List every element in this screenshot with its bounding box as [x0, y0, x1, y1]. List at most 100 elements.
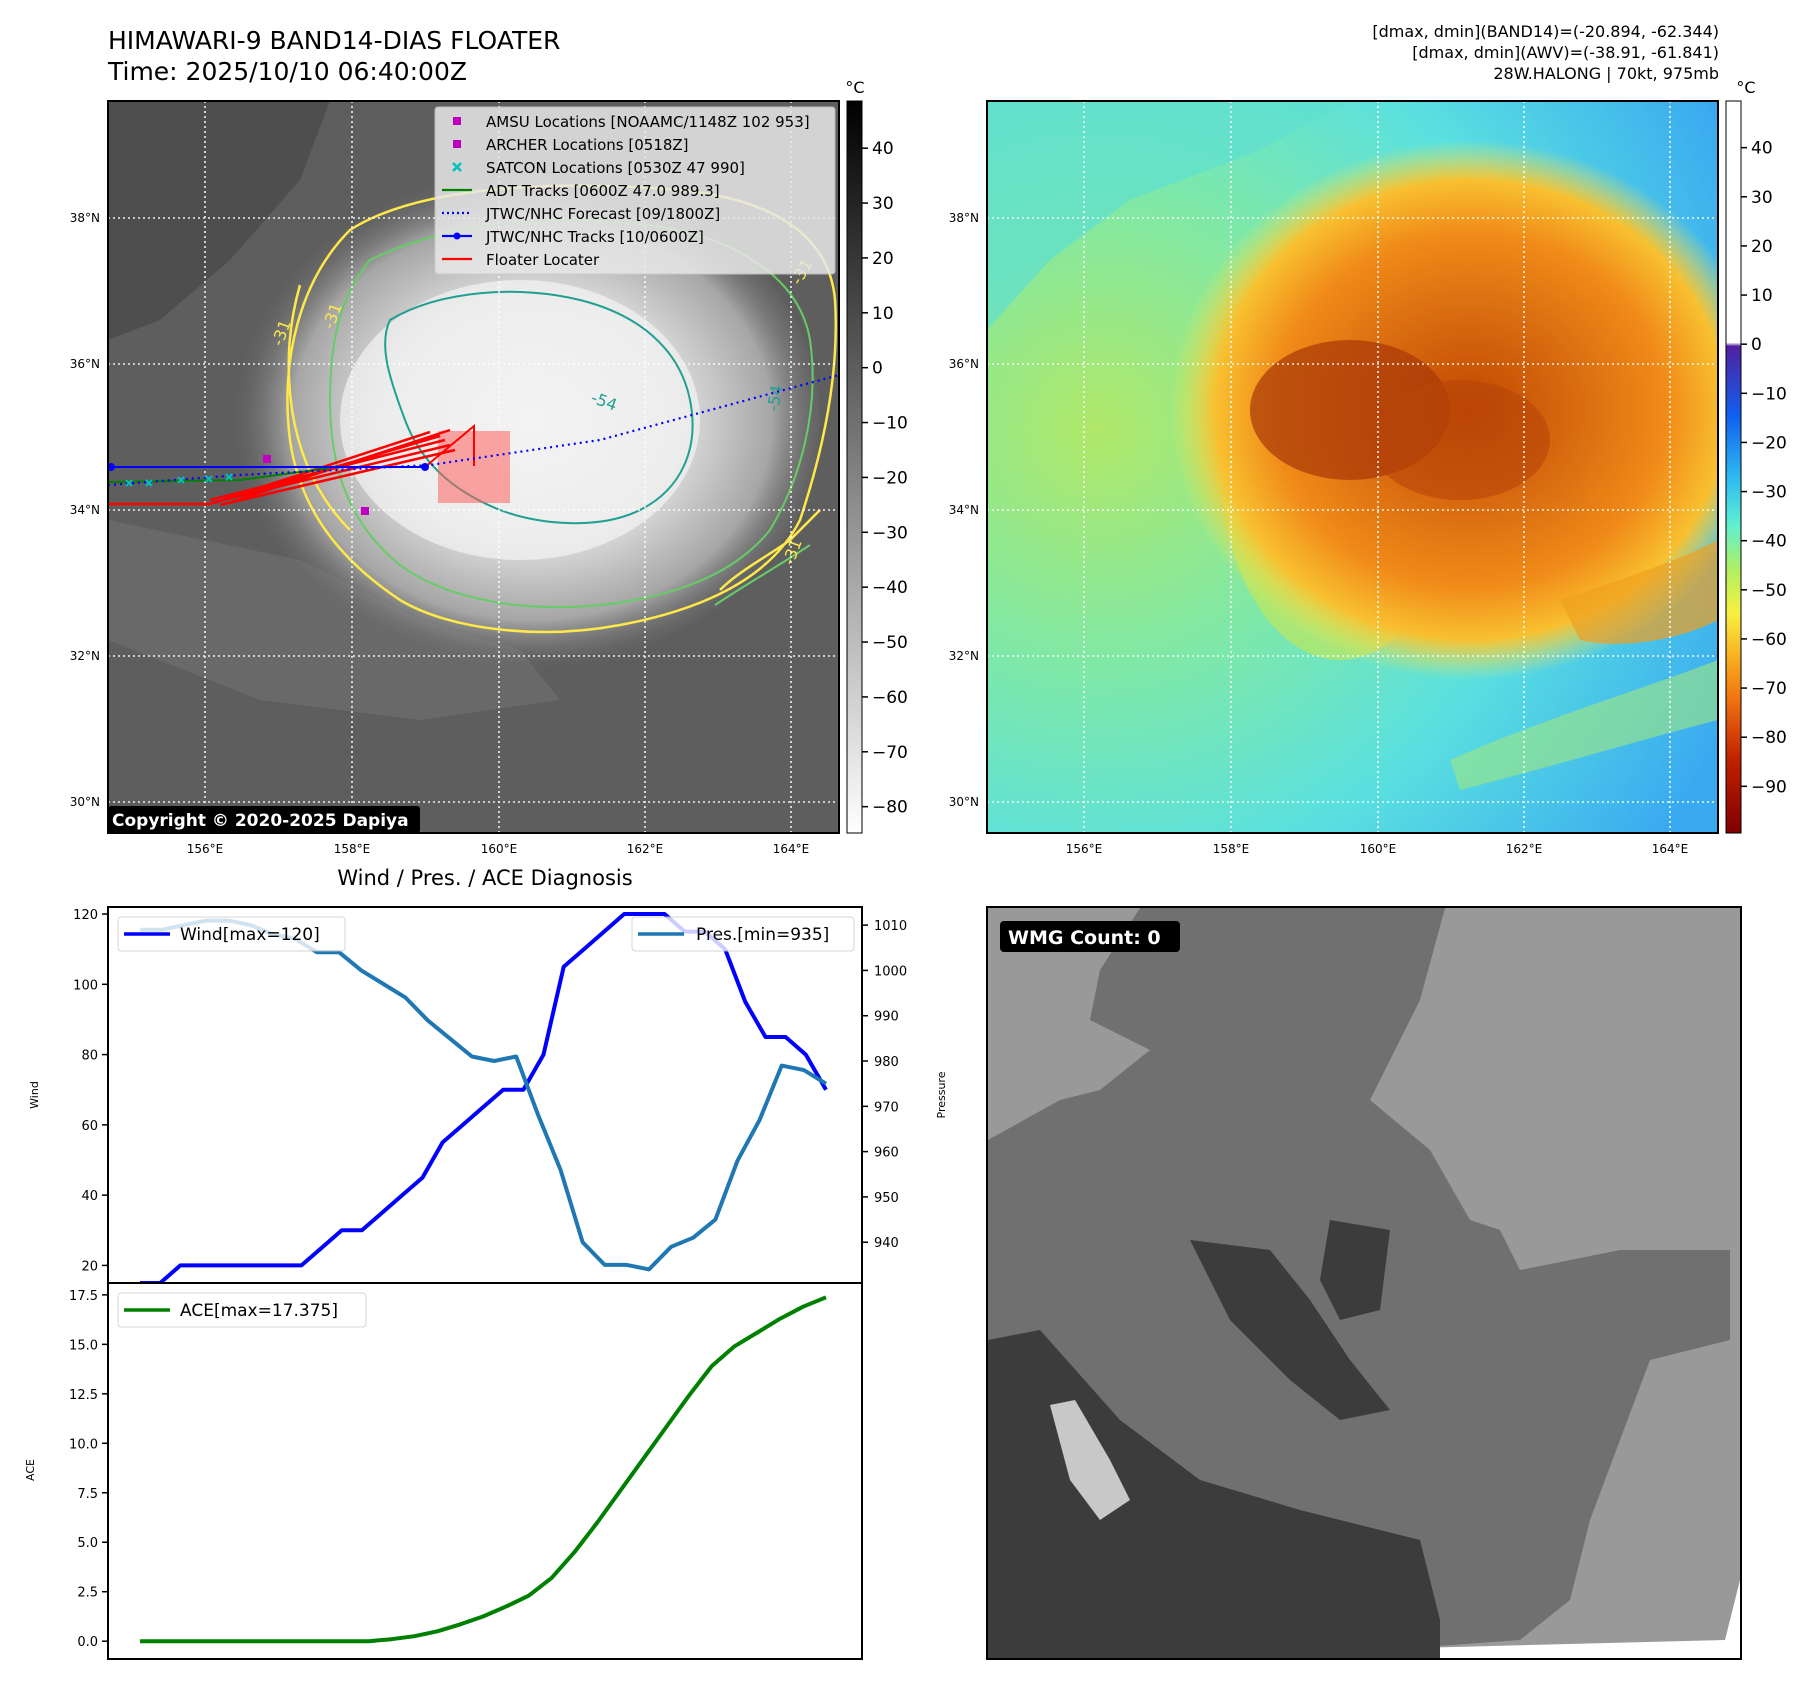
- colorbar-unit: °C: [1736, 78, 1755, 97]
- ace-tick-label: 2.5: [77, 1586, 98, 1601]
- wind-legend-label: Wind[max=120]: [180, 925, 320, 945]
- ace-tick-label: 17.5: [69, 1289, 98, 1304]
- wind-tick-label: 60: [81, 1119, 98, 1134]
- lat-label: 30°N: [70, 795, 100, 809]
- archer-location-marker: [263, 455, 271, 463]
- ace-axis-label: ACE: [24, 1459, 37, 1481]
- colorbar-tick-label: 30: [872, 194, 894, 214]
- legend-label: SATCON Locations [0530Z 47 990]: [486, 159, 745, 177]
- awv-imagery: [987, 101, 1718, 790]
- ace-tick-label: 15.0: [69, 1338, 98, 1353]
- colorbar-tick-label: −40: [872, 578, 908, 598]
- info-line-3: 28W.HALONG | 70kt, 975mb: [1493, 64, 1719, 83]
- awv-map-frame: [986, 100, 1719, 834]
- wmg-count-label: WMG Count: 0: [1008, 927, 1161, 949]
- colorbar-tick-label: −10: [872, 414, 908, 434]
- pressure-tick-label: 980: [874, 1055, 899, 1070]
- legend-label: JTWC/NHC Tracks [10/0600Z]: [485, 228, 704, 246]
- pressure-tick-label: 970: [874, 1100, 899, 1115]
- ir-imagery: [108, 101, 820, 720]
- colorbar-tick-label: −80: [872, 798, 908, 818]
- awv-lon-labels: 156°E 158°E 160°E 162°E 164°E: [1066, 842, 1689, 856]
- legend-label: ADT Tracks [0600Z 47.0 989.3]: [486, 182, 720, 200]
- lon-label: 156°E: [187, 842, 224, 856]
- colorbar-tick-label: −60: [1751, 630, 1787, 650]
- amsu-location-marker: [361, 507, 369, 515]
- colorbar-tick-label: −30: [1751, 483, 1787, 503]
- wmg-panel: WMG Count: 0: [986, 906, 1742, 1660]
- colorbar-tick-label: −60: [872, 688, 908, 708]
- pressure-tick-label: 1010: [874, 919, 907, 934]
- colorbar-tick-label: 0: [1751, 335, 1762, 355]
- wind-tick-label: 80: [81, 1049, 98, 1064]
- wmg-count-box: [1000, 921, 1180, 952]
- wind-tick-label: 40: [81, 1189, 98, 1204]
- lon-label: 162°E: [1506, 842, 1543, 856]
- wind-legend-box: [117, 916, 346, 952]
- lat-label: 38°N: [70, 211, 100, 225]
- wind-axis-ticks: 20 40 60 80 100 120: [73, 908, 108, 1274]
- colorbar-tick-label: 20: [872, 249, 894, 269]
- colorbar-tick-label: −50: [1751, 581, 1787, 601]
- diagnosis-title: Wind / Pres. / ACE Diagnosis: [337, 866, 632, 890]
- ace-tick-label: 0.0: [77, 1635, 98, 1650]
- pressure-tick-label: 950: [874, 1191, 899, 1206]
- pressure-axis-label: Pressure: [935, 1071, 948, 1118]
- ace-tick-label: 5.0: [77, 1536, 98, 1551]
- ir-lon-labels: 156°E 158°E 160°E 162°E 164°E: [187, 842, 810, 856]
- colorbar-tick-label: 0: [872, 359, 883, 379]
- lon-label: 162°E: [627, 842, 664, 856]
- awv-map-panel: 38°N 36°N 34°N 32°N 30°N 156°E 158°E 160…: [949, 78, 1787, 856]
- colorbar-tick-label: −80: [1751, 728, 1787, 748]
- wind-pressure-frame: [107, 906, 863, 1284]
- ace-series-group: [140, 1295, 827, 1644]
- colorbar-unit: °C: [845, 78, 864, 97]
- colorbar-tick-label: 40: [1751, 139, 1773, 159]
- ir-colorbar: [846, 100, 863, 834]
- lat-label: 32°N: [949, 649, 979, 663]
- jtwc-forecast-line: [108, 373, 839, 487]
- colorbar-tick-label: −20: [872, 468, 908, 488]
- ace-legend-label: ACE[max=17.375]: [180, 1301, 338, 1321]
- ace-tick-label: 12.5: [69, 1388, 98, 1403]
- lat-label: 36°N: [70, 357, 100, 371]
- lon-label: 160°E: [481, 842, 518, 856]
- info-line-2: [dmax, dmin](AWV)=(-38.91, -61.841): [1412, 43, 1719, 62]
- wind-tick-label: 20: [81, 1259, 98, 1274]
- contour-label: -54: [763, 384, 786, 413]
- lat-label: 36°N: [949, 357, 979, 371]
- colorbar-tick-label: 10: [1751, 286, 1773, 306]
- colorbar-tick-label: 40: [872, 139, 894, 159]
- awv-gridlines: [987, 101, 1718, 833]
- ace-tick-label: 10.0: [69, 1437, 98, 1452]
- colorbar-tick-label: −10: [1751, 384, 1787, 404]
- legend-label: ARCHER Locations [0518Z]: [486, 136, 689, 154]
- lon-label: 164°E: [1652, 842, 1689, 856]
- pressure-legend-box: [631, 916, 855, 952]
- legend-label: Floater Locater: [486, 251, 600, 269]
- pressure-legend-label: Pres.[min=935]: [696, 925, 829, 945]
- colorbar-tick-label: 30: [1751, 188, 1773, 208]
- colorbar-tick-label: 10: [872, 304, 894, 324]
- lon-label: 158°E: [334, 842, 371, 856]
- colorbar-tick-label: −70: [1751, 679, 1787, 699]
- lat-label: 30°N: [949, 795, 979, 809]
- pressure-tick-label: 960: [874, 1146, 899, 1161]
- colorbar-tick-label: −30: [872, 523, 908, 543]
- lon-label: 164°E: [773, 842, 810, 856]
- ir-map-panel: -31 -31 -31 -54 -54 -31: [70, 78, 908, 856]
- wind-tick-label: 120: [73, 908, 98, 923]
- colorbar-tick-label: 20: [1751, 237, 1773, 257]
- awv-lat-labels: 38°N 36°N 34°N 32°N 30°N: [949, 211, 979, 809]
- wmg-dark-region: [988, 1330, 1440, 1659]
- lon-label: 158°E: [1213, 842, 1250, 856]
- ace-chart: 0.0 2.5 5.0 7.5 10.0 12.5 15.0 17.5 ACE ACE[max…: [24, 1282, 863, 1660]
- pressure-tick-label: 990: [874, 1010, 899, 1025]
- colorbar-tick-label: −50: [872, 633, 908, 653]
- copyright-text: Copyright © 2020-2025 Dapiya: [112, 811, 409, 831]
- lon-label: 160°E: [1360, 842, 1397, 856]
- lat-label: 34°N: [949, 503, 979, 517]
- colorbar-tick-label: −40: [1751, 532, 1787, 552]
- ir-map-frame: [107, 100, 840, 834]
